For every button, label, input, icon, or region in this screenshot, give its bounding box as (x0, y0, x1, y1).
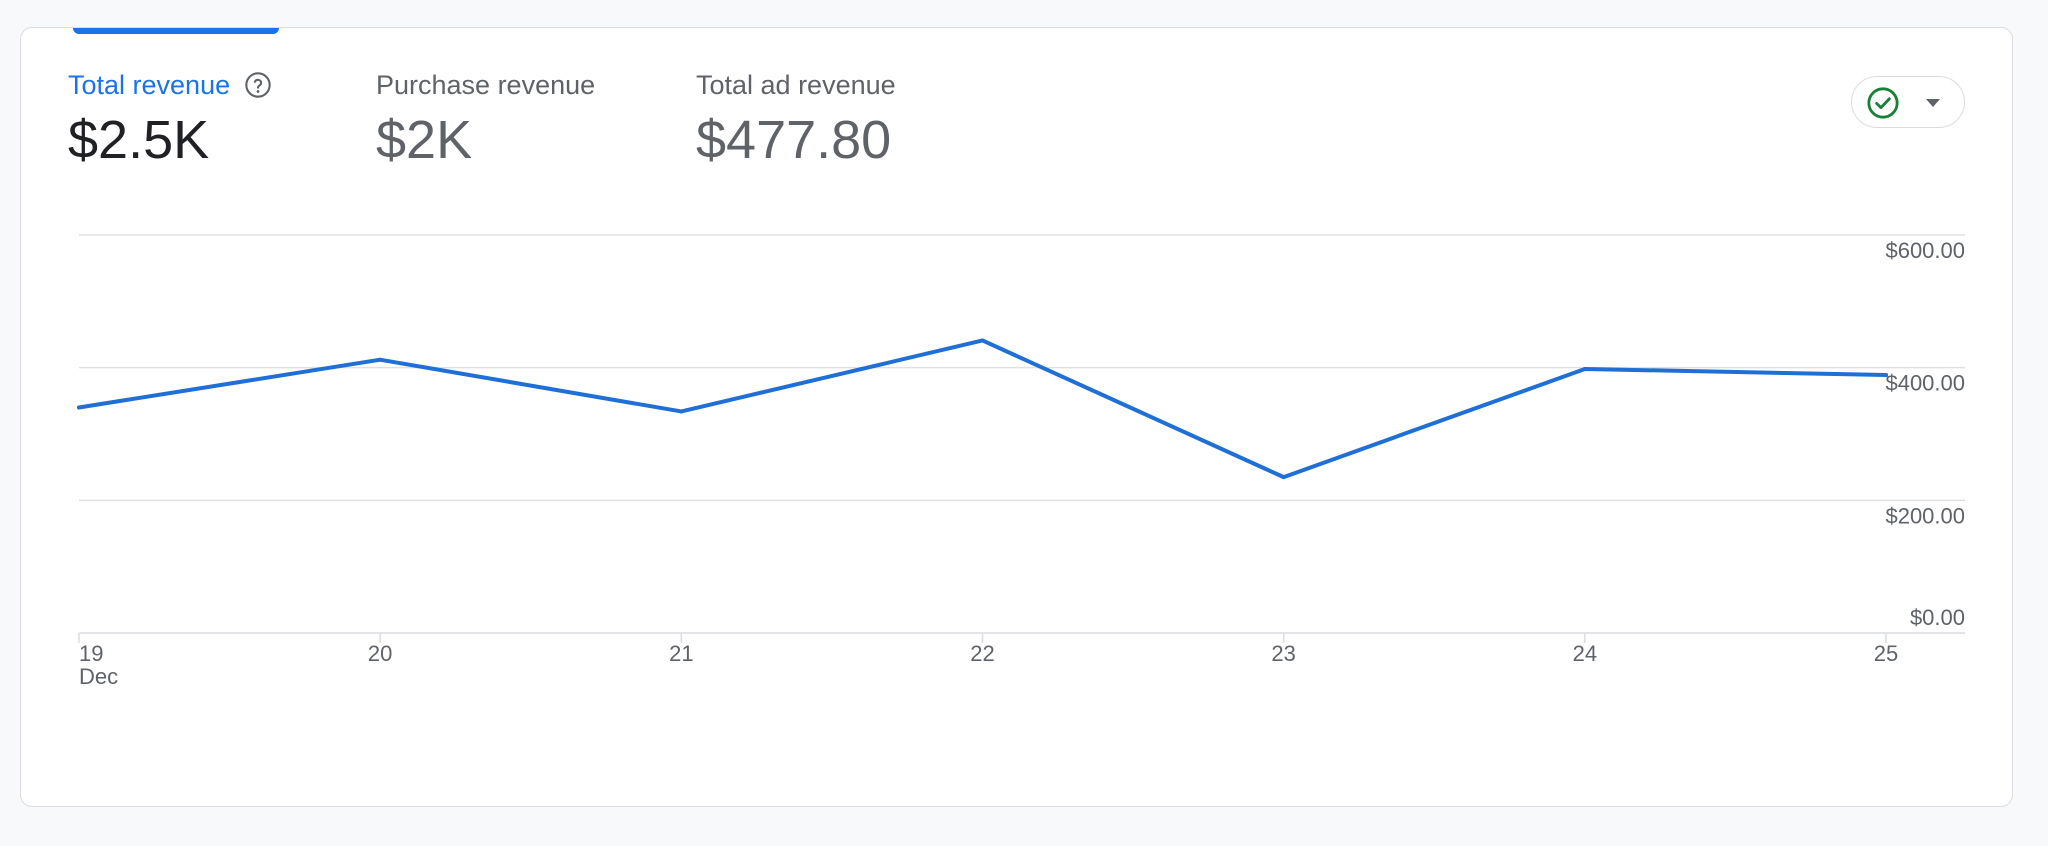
active-tab-indicator (73, 28, 279, 34)
metric-value: $2.5K (68, 110, 210, 170)
x-tick-label: 19 (79, 641, 103, 666)
data-point (1281, 475, 1286, 480)
data-point (77, 405, 81, 410)
revenue-card: Total revenue $2.5K Purchase revenue $2K… (20, 27, 2013, 807)
metric-value: $477.80 (696, 110, 892, 170)
metric-total-revenue[interactable]: Total revenue $2.5K (68, 68, 272, 172)
data-point (378, 357, 383, 362)
metric-purchase-revenue[interactable]: Purchase revenue $2K (376, 68, 595, 172)
x-tick-label: 20 (368, 641, 392, 666)
metric-label: Total revenue (68, 70, 231, 100)
data-point (1884, 372, 1888, 377)
series-line (77, 338, 1888, 480)
x-tick-label: 21 (669, 641, 693, 666)
x-tick-label: 22 (970, 641, 994, 666)
metric-label: Purchase revenue (376, 70, 596, 100)
data-point (679, 409, 684, 414)
help-circle-icon[interactable] (244, 71, 272, 99)
caret-down-icon (1926, 99, 1940, 107)
x-tick-label: 24 (1573, 641, 1597, 666)
status-dropdown-button[interactable] (1851, 76, 1965, 128)
y-tick-label: $200.00 (1885, 503, 1965, 528)
x-tick-label: 23 (1271, 641, 1295, 666)
metric-total-ad-revenue[interactable]: Total ad revenue $477.80 (696, 68, 896, 172)
check-circle-icon (1867, 87, 1899, 119)
revenue-line-chart: $0.00 $200.00 $400.00 $600.00 19 20 21 22 23 24 25… (77, 234, 1965, 689)
metric-value: $2K (376, 110, 473, 170)
data-point (1582, 366, 1587, 371)
x-axis-month-label: Dec (79, 664, 118, 689)
data-point (980, 338, 985, 343)
y-tick-label: $400.00 (1885, 371, 1965, 396)
x-tick-label: 25 (1874, 641, 1898, 666)
y-tick-label: $600.00 (1885, 238, 1965, 263)
y-tick-label: $0.00 (1910, 605, 1965, 630)
metric-label: Total ad revenue (696, 70, 896, 100)
